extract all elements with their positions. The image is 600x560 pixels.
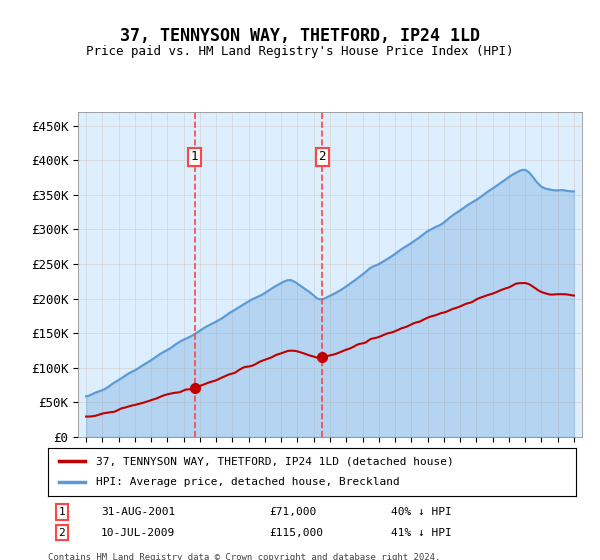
Text: 2: 2 [319, 151, 326, 164]
Text: 37, TENNYSON WAY, THETFORD, IP24 1LD: 37, TENNYSON WAY, THETFORD, IP24 1LD [120, 27, 480, 45]
Text: £71,000: £71,000 [270, 507, 317, 517]
Text: 1: 1 [191, 151, 199, 164]
Text: 10-JUL-2009: 10-JUL-2009 [101, 528, 175, 538]
Text: 2: 2 [59, 528, 65, 538]
Text: 1: 1 [59, 507, 65, 517]
Text: £115,000: £115,000 [270, 528, 324, 538]
Text: 37, TENNYSON WAY, THETFORD, IP24 1LD (detached house): 37, TENNYSON WAY, THETFORD, IP24 1LD (de… [95, 456, 453, 466]
Text: Price paid vs. HM Land Registry's House Price Index (HPI): Price paid vs. HM Land Registry's House … [86, 45, 514, 58]
Text: 31-AUG-2001: 31-AUG-2001 [101, 507, 175, 517]
Text: 40% ↓ HPI: 40% ↓ HPI [391, 507, 452, 517]
Text: 41% ↓ HPI: 41% ↓ HPI [391, 528, 452, 538]
Text: HPI: Average price, detached house, Breckland: HPI: Average price, detached house, Brec… [95, 477, 399, 487]
Text: Contains HM Land Registry data © Crown copyright and database right 2024.
This d: Contains HM Land Registry data © Crown c… [48, 553, 440, 560]
